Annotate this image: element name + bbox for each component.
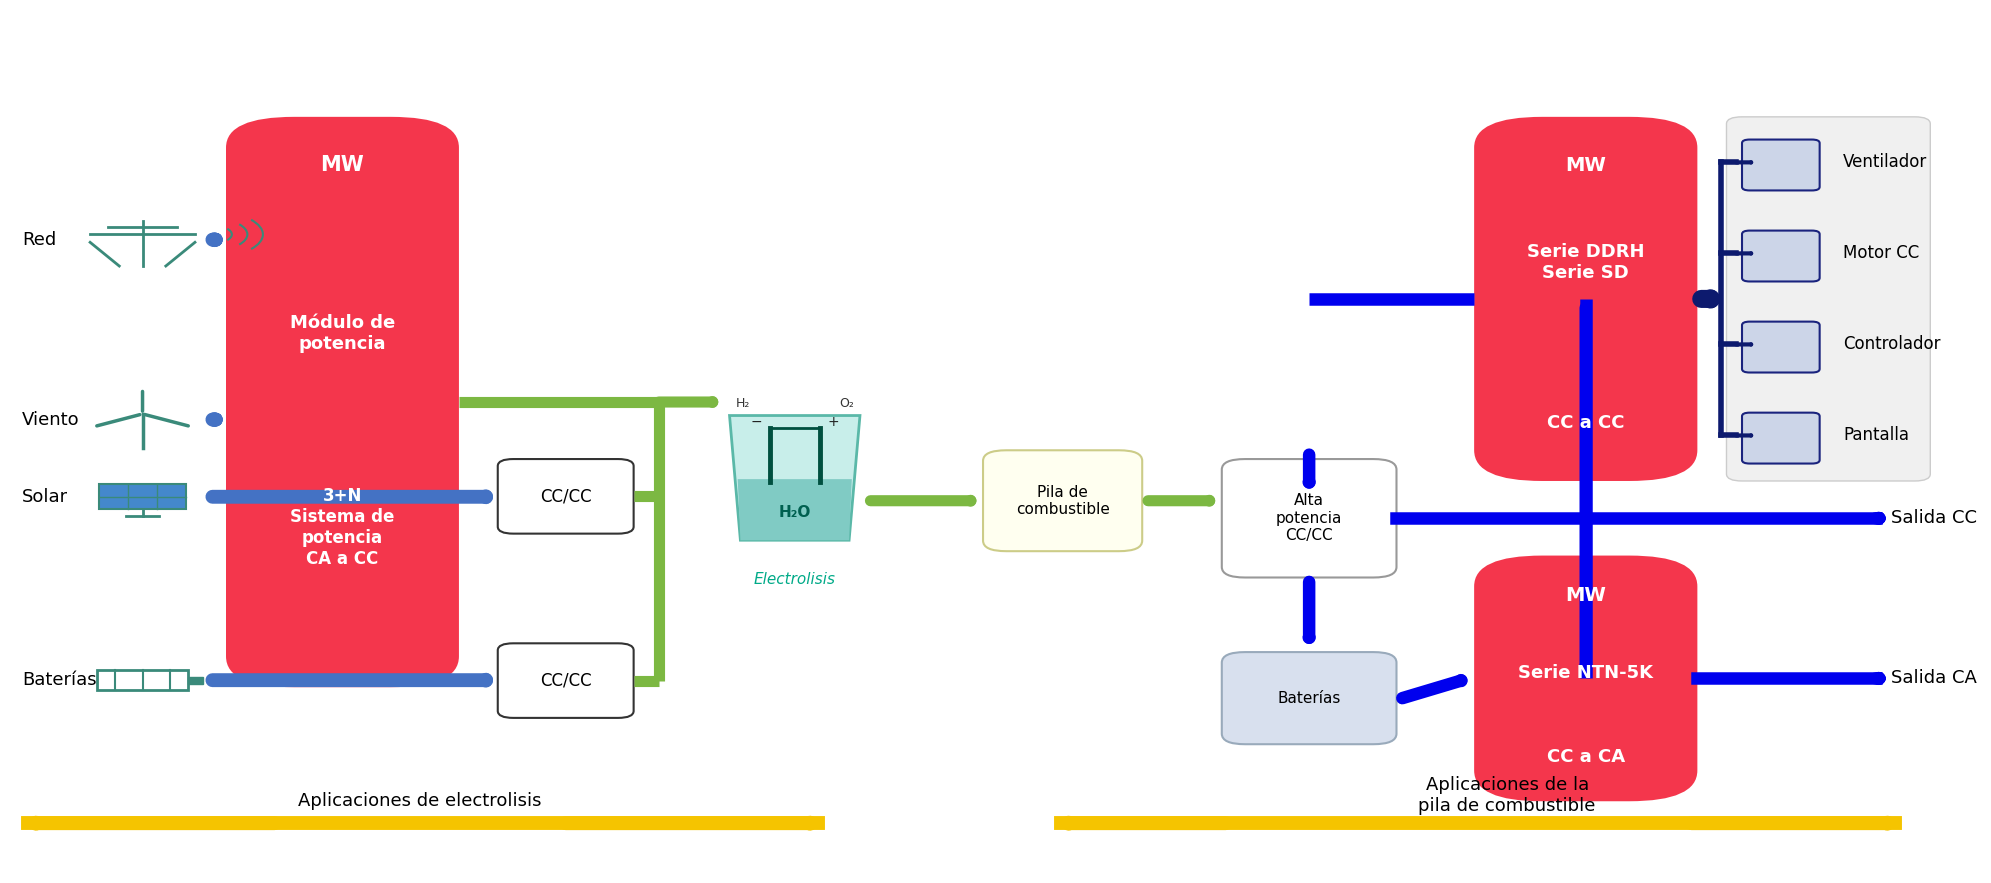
FancyBboxPatch shape: [984, 450, 1143, 551]
Text: Pila de
combustible: Pila de combustible: [1015, 485, 1109, 517]
Text: MW: MW: [321, 155, 364, 175]
Text: Red: Red: [22, 230, 56, 249]
Text: Aplicaciones de electrolisis: Aplicaciones de electrolisis: [299, 792, 542, 811]
FancyBboxPatch shape: [1473, 555, 1698, 801]
Text: Salida CC: Salida CC: [1891, 509, 1977, 527]
Text: Aplicaciones de la
pila de combustible: Aplicaciones de la pila de combustible: [1418, 775, 1597, 814]
FancyBboxPatch shape: [1222, 459, 1396, 577]
Text: Pantalla: Pantalla: [1844, 426, 1909, 444]
FancyBboxPatch shape: [1726, 117, 1931, 481]
Text: Viento: Viento: [22, 411, 80, 428]
Text: Serie DDRH
Serie SD: Serie DDRH Serie SD: [1527, 243, 1645, 282]
Text: CC a CC: CC a CC: [1547, 414, 1625, 432]
FancyBboxPatch shape: [227, 117, 460, 687]
Text: H₂O: H₂O: [778, 505, 810, 520]
Text: MW: MW: [1565, 585, 1607, 605]
Text: Alta
potencia
CC/CC: Alta potencia CC/CC: [1276, 494, 1342, 543]
Text: +: +: [828, 415, 840, 429]
Text: Baterías: Baterías: [1278, 691, 1340, 706]
Text: Ventilador: Ventilador: [1844, 154, 1927, 171]
Text: Solar: Solar: [22, 487, 68, 506]
Text: CC/CC: CC/CC: [540, 487, 591, 505]
Text: Módulo de
potencia: Módulo de potencia: [291, 314, 394, 353]
Text: Motor CC: Motor CC: [1844, 245, 1919, 262]
Text: Electrolisis: Electrolisis: [755, 572, 836, 587]
FancyBboxPatch shape: [498, 644, 633, 718]
Polygon shape: [729, 416, 860, 540]
Text: Controlador: Controlador: [1844, 336, 1941, 353]
Text: Salida CA: Salida CA: [1891, 669, 1977, 687]
Text: Serie NTN-5K: Serie NTN-5K: [1519, 665, 1653, 683]
Text: CC/CC: CC/CC: [540, 672, 591, 690]
FancyBboxPatch shape: [187, 676, 203, 683]
FancyBboxPatch shape: [98, 670, 187, 691]
FancyBboxPatch shape: [1742, 412, 1820, 464]
Text: CC a CA: CC a CA: [1547, 748, 1625, 766]
Text: −: −: [751, 415, 763, 429]
Text: MW: MW: [1565, 155, 1607, 175]
Text: O₂: O₂: [838, 397, 854, 411]
FancyBboxPatch shape: [1742, 321, 1820, 373]
Text: H₂: H₂: [737, 397, 751, 411]
FancyBboxPatch shape: [1222, 652, 1396, 744]
Text: Baterías: Baterías: [22, 671, 98, 689]
FancyBboxPatch shape: [498, 459, 633, 533]
FancyBboxPatch shape: [100, 485, 185, 509]
FancyBboxPatch shape: [1742, 230, 1820, 282]
FancyBboxPatch shape: [1742, 140, 1820, 191]
Text: 3+N
Sistema de
potencia
CA a CC: 3+N Sistema de potencia CA a CC: [291, 487, 394, 568]
Polygon shape: [739, 479, 852, 540]
FancyBboxPatch shape: [1473, 117, 1698, 481]
